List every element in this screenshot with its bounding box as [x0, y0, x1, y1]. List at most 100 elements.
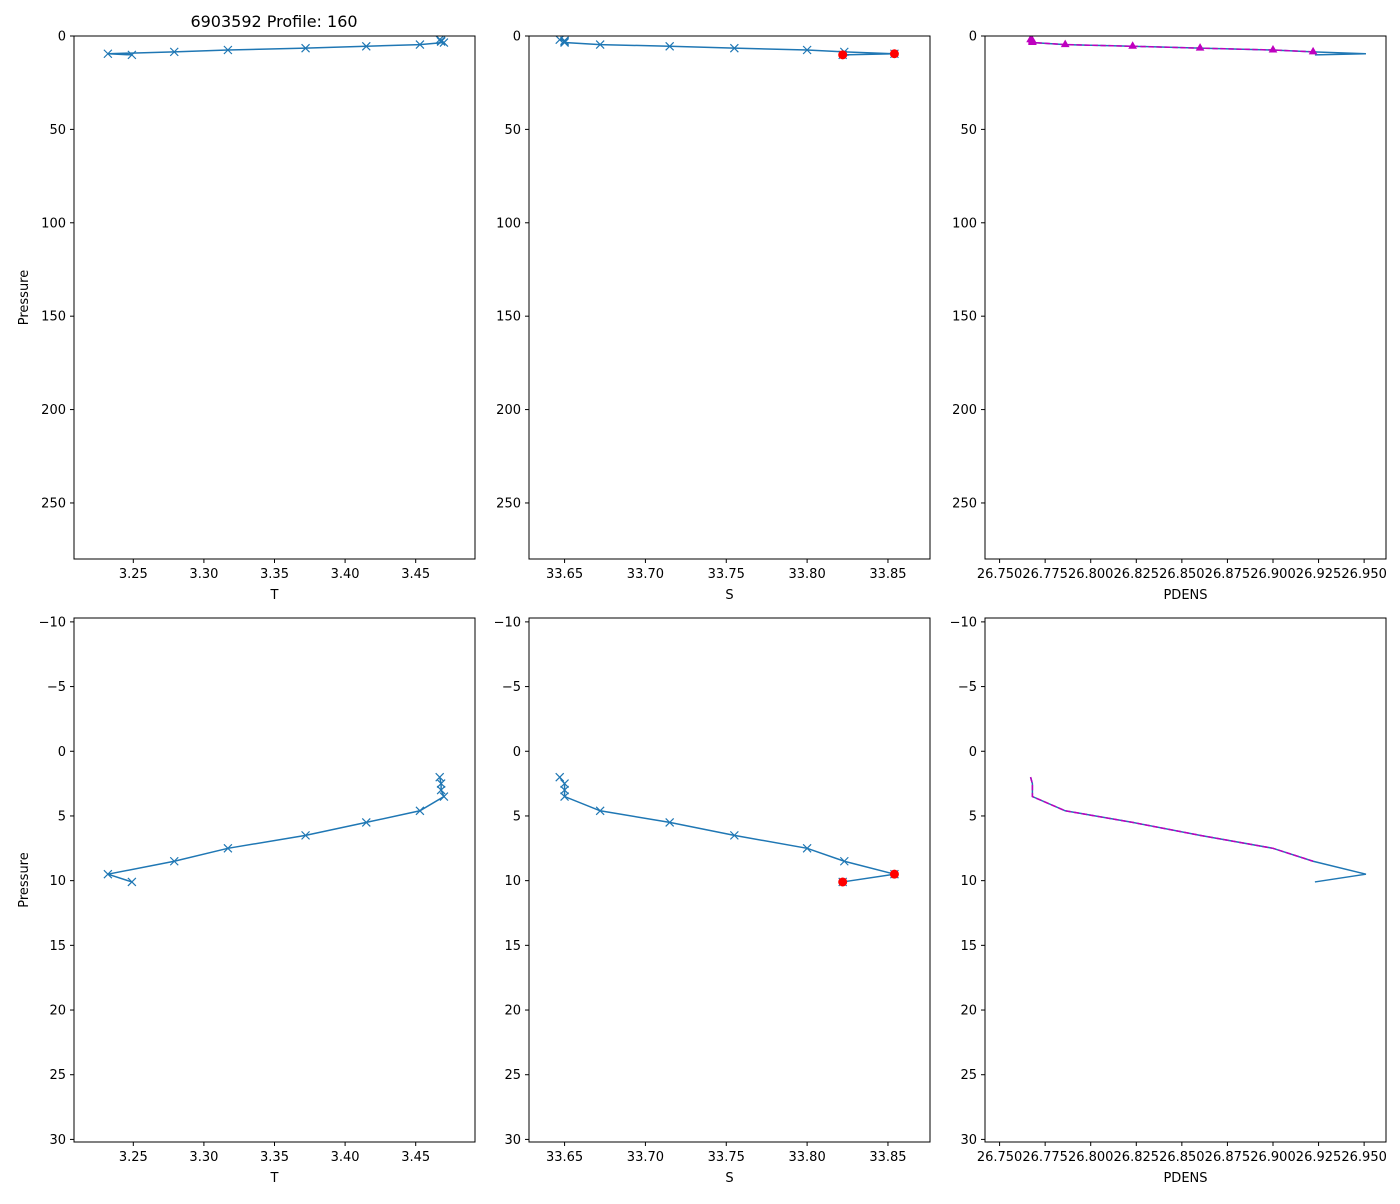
- x-tick-label: 26.800: [1068, 1150, 1114, 1165]
- data-point-x: [436, 779, 446, 789]
- x-tick-label: 3.45: [401, 1150, 430, 1165]
- y-tick-label: 0: [513, 745, 521, 760]
- series-pdens-alt: [1029, 776, 1314, 862]
- x-axis-label: T: [270, 1171, 279, 1186]
- x-tick-label: 3.30: [189, 1150, 218, 1165]
- data-point-x: [301, 43, 310, 53]
- x-tick-label: 3.25: [119, 567, 148, 582]
- x-tick-label: 26.925: [1296, 1150, 1342, 1165]
- triangle-marker: [1308, 46, 1318, 55]
- chart-temp-zoom: 3.25 3.30 3.35 3.40 3.45 −10 −5 0 5 10 15 20 25 30 T Pr…: [17, 615, 476, 1186]
- y-tick-label: 15: [49, 939, 66, 954]
- flagged-point: [838, 877, 848, 887]
- y-tick-label: 15: [504, 939, 521, 954]
- data-point-x: [665, 41, 675, 51]
- x-tick-label: 26.750: [977, 1150, 1023, 1165]
- data-point-x: [103, 49, 113, 59]
- x-tick-label: 33.85: [869, 567, 906, 582]
- x-tick-label: 33.80: [789, 1150, 826, 1165]
- y-tick-label: 0: [969, 745, 977, 760]
- x-tick-label: 26.775: [1022, 567, 1068, 582]
- data-point-x: [301, 830, 310, 840]
- y-tick-label: 0: [969, 30, 977, 45]
- data-point-x: [415, 806, 425, 816]
- data-point-x: [560, 785, 569, 795]
- x-tick-label: 3.40: [331, 567, 360, 582]
- y-tick-label: 20: [960, 1004, 977, 1019]
- y-tick-label: 5: [513, 809, 521, 824]
- triangle-marker: [1060, 39, 1070, 48]
- x-tick-label: 26.800: [1068, 567, 1114, 582]
- x-tick-label: 3.30: [189, 567, 218, 582]
- x-tick-label: 26.900: [1250, 567, 1296, 582]
- data-point-x: [169, 47, 179, 57]
- y-tick-label: 150: [41, 310, 66, 325]
- data-point-x: [415, 40, 425, 50]
- y-tick-label: 100: [41, 216, 66, 231]
- y-tick-label: 25: [49, 1068, 66, 1083]
- chart-sal-full: 33.65 33.70 33.75 33.80 33.85 0 50 100 150 200 250…: [496, 30, 931, 603]
- chart-sal-zoom: 33.65 33.70 33.75 33.80 33.85 −10 −5 0 5 10 15 20 25…: [494, 615, 931, 1186]
- data-point-x: [436, 37, 446, 47]
- y-tick-label: 250: [496, 496, 521, 511]
- y-tick-label: 20: [49, 1004, 66, 1019]
- x-tick-label: 26.850: [1159, 567, 1205, 582]
- data-point-x: [361, 41, 371, 51]
- y-tick-label: 50: [504, 123, 521, 138]
- x-axis-label: T: [270, 588, 279, 603]
- data-point-x: [560, 36, 569, 46]
- y-tick-label: −5: [47, 680, 66, 695]
- data-point-x: [439, 792, 449, 801]
- y-tick-label: 100: [952, 216, 977, 231]
- data-point-x: [839, 856, 849, 866]
- data-point-x: [665, 818, 675, 827]
- series-line: [107, 776, 445, 883]
- x-tick-label: 33.85: [869, 1150, 906, 1165]
- data-point-x: [439, 38, 449, 47]
- data-point-x: [560, 792, 569, 801]
- y-tick-label: 200: [952, 403, 977, 418]
- x-axis-label: S: [725, 1171, 733, 1186]
- x-tick-label: 26.825: [1114, 567, 1160, 582]
- axes-frame: [984, 617, 1387, 1143]
- series-s: [555, 772, 899, 887]
- flagged-point: [889, 49, 899, 59]
- y-tick-label: 0: [513, 30, 521, 45]
- y-tick-label: 200: [496, 403, 521, 418]
- x-tick-label: 33.65: [546, 567, 583, 582]
- x-tick-label: 26.775: [1022, 1150, 1068, 1165]
- y-tick-label: 0: [58, 745, 66, 760]
- data-point-x: [729, 43, 739, 53]
- y-axis-label: Pressure: [17, 270, 32, 326]
- y-tick-label: 250: [952, 496, 977, 511]
- data-point-x: [729, 830, 739, 840]
- series-pdens-alt: [1026, 36, 1318, 55]
- x-tick-label: 26.825: [1114, 1150, 1160, 1165]
- data-point-x: [223, 45, 233, 55]
- axes-frame: [73, 35, 476, 560]
- y-tick-label: 30: [960, 1133, 977, 1148]
- y-tick-label: 100: [496, 216, 521, 231]
- x-tick-label: 3.40: [331, 1150, 360, 1165]
- axes-frame: [528, 35, 931, 560]
- x-tick-label: 26.950: [1341, 1150, 1387, 1165]
- y-tick-label: 10: [504, 874, 521, 889]
- data-point-x: [560, 779, 569, 789]
- y-tick-label: 5: [58, 809, 66, 824]
- data-point-x: [560, 37, 569, 47]
- y-tick-label: 50: [960, 123, 977, 138]
- y-tick-label: 200: [41, 403, 66, 418]
- x-tick-label: 33.70: [627, 567, 664, 582]
- chart-dens-full: 26.750 26.775 26.800 26.825 26.850 26.875 26.9…: [952, 30, 1387, 604]
- y-tick-label: 15: [960, 939, 977, 954]
- series-flagged-s: [838, 49, 899, 60]
- axes-frame: [984, 35, 1387, 560]
- data-point-x: [223, 843, 233, 853]
- x-tick-label: 3.45: [401, 567, 430, 582]
- y-tick-label: 50: [49, 123, 66, 138]
- data-point-x: [595, 806, 605, 816]
- data-point-x: [169, 856, 179, 866]
- y-tick-label: 150: [952, 310, 977, 325]
- triangle-marker: [1028, 37, 1037, 46]
- data-point-x: [802, 45, 812, 55]
